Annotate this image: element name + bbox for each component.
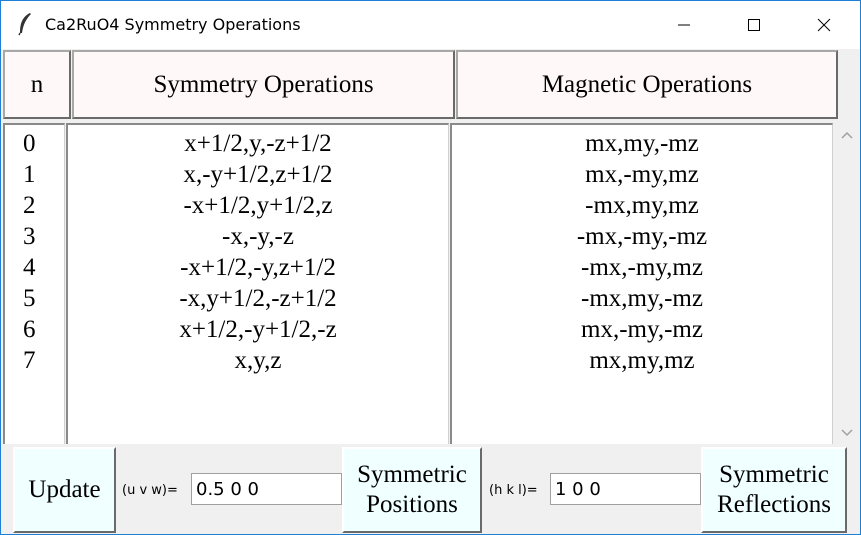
index-row[interactable]: 2 — [23, 192, 36, 219]
magnetic-row[interactable]: -mx,-my,-mz — [576, 223, 708, 250]
vertical-scrollbar[interactable] — [834, 123, 860, 444]
symmetry-row[interactable]: -x+1/2,y+1/2,z — [183, 192, 333, 219]
column-header-magnetic: Magnetic Operations — [456, 50, 838, 119]
symmetry-row[interactable]: x,y,z — [234, 347, 282, 374]
update-button[interactable]: Update — [13, 447, 116, 533]
uvw-input[interactable] — [191, 473, 342, 505]
index-listbox[interactable]: 0 1 2 3 4 5 6 7 — [3, 123, 65, 444]
magnetic-row[interactable]: mx,my,-mz — [585, 130, 699, 157]
maximize-icon — [748, 19, 760, 31]
close-button[interactable] — [793, 1, 855, 49]
index-row[interactable]: 7 — [23, 347, 36, 374]
title-bar[interactable]: Ca2RuO4 Symmetry Operations — [1, 1, 860, 49]
index-row[interactable]: 5 — [23, 285, 36, 312]
symmetry-listbox[interactable]: x+1/2,y,-z+1/2 x,-y+1/2,z+1/2 -x+1/2,y+1/2… — [66, 123, 449, 444]
symmetric-reflections-button[interactable]: Symmetric Reflections — [701, 447, 847, 533]
index-row[interactable]: 6 — [23, 316, 36, 343]
column-header-symmetry: Symmetry Operations — [72, 50, 455, 119]
column-header-n: n — [3, 50, 71, 119]
magnetic-row[interactable]: mx,my,mz — [589, 347, 695, 374]
scroll-up-icon[interactable] — [841, 131, 853, 139]
window-title: Ca2RuO4 Symmetry Operations — [45, 15, 301, 34]
magnetic-row[interactable]: -mx,my,-mz — [581, 285, 703, 312]
minimize-button[interactable] — [653, 1, 715, 49]
control-bar: Update (u v w)= Symmetric Positions (h k… — [1, 445, 860, 534]
maximize-button[interactable] — [723, 1, 785, 49]
magnetic-row[interactable]: mx,-my,mz — [585, 161, 699, 188]
index-row[interactable]: 4 — [23, 254, 36, 281]
symmetric-positions-button[interactable]: Symmetric Positions — [342, 447, 482, 533]
symmetry-row[interactable]: x+1/2,y,-z+1/2 — [184, 130, 332, 157]
index-row[interactable]: 0 — [23, 130, 36, 157]
minimize-icon — [678, 24, 690, 26]
symmetry-row[interactable]: x+1/2,-y+1/2,-z — [179, 316, 337, 343]
index-row[interactable]: 3 — [23, 223, 36, 250]
magnetic-row[interactable]: mx,-my,-mz — [581, 316, 703, 343]
hkl-label: (h k l)= — [489, 483, 538, 498]
symmetry-row[interactable]: -x,-y,-z — [222, 223, 294, 250]
close-icon — [817, 18, 831, 32]
magnetic-row[interactable]: -mx,my,mz — [585, 192, 699, 219]
magnetic-listbox[interactable]: mx,my,-mz mx,-my,mz -mx,my,mz -mx,-my,-mz -m… — [450, 123, 833, 444]
feather-icon — [17, 12, 33, 36]
magnetic-row[interactable]: -mx,-my,mz — [581, 254, 703, 281]
hkl-input[interactable] — [550, 473, 701, 505]
scroll-down-icon[interactable] — [841, 429, 853, 437]
symmetry-row[interactable]: -x+1/2,-y,z+1/2 — [180, 254, 336, 281]
symmetry-row[interactable]: x,-y+1/2,z+1/2 — [183, 161, 333, 188]
index-row[interactable]: 1 — [23, 161, 36, 188]
uvw-label: (u v w)= — [122, 483, 178, 498]
symmetry-row[interactable]: -x,y+1/2,-z+1/2 — [179, 285, 337, 312]
